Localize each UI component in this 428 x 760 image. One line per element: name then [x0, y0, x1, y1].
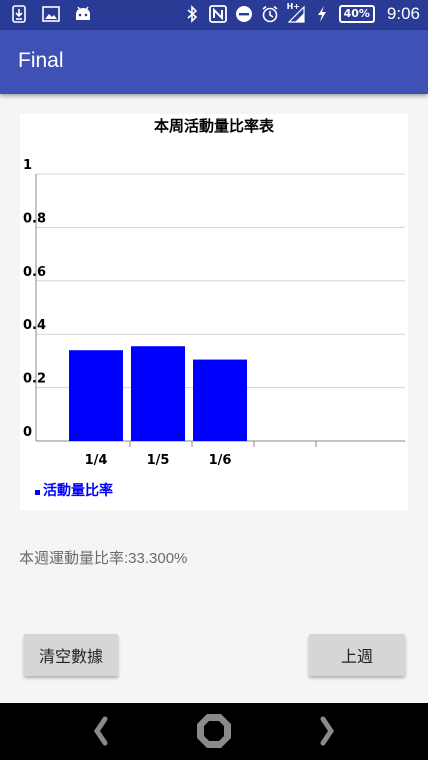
charging-icon — [313, 5, 331, 23]
clear-data-button[interactable]: 清空數據 — [24, 634, 118, 676]
x-tick-label: 1/6 — [209, 453, 232, 468]
chart-title: 本周活動量比率表 — [154, 117, 275, 135]
bar-1/6 — [193, 359, 247, 441]
x-tick-label: 1/4 — [85, 453, 108, 468]
legend-label: 活動量比率 — [43, 483, 113, 499]
y-tick-label: 0.8 — [23, 211, 46, 226]
bluetooth-icon — [183, 5, 201, 23]
do-not-disturb-icon — [235, 5, 253, 23]
y-tick-label: 1 — [23, 158, 32, 173]
home-icon[interactable] — [194, 711, 234, 751]
y-tick-label: 0 — [23, 425, 32, 440]
app-title: Final — [18, 49, 64, 72]
download-icon — [10, 5, 28, 23]
bar-1/5 — [131, 346, 185, 441]
network-type-label: H+ — [286, 2, 300, 11]
signal-icon: H+ — [286, 2, 305, 23]
x-tick-label: 1/5 — [147, 453, 170, 468]
y-tick-label: 0.6 — [23, 265, 46, 280]
bar-chart: 本周活動量比率表 0 0.2 0.4 0.6 0.8 1 1/4 1/5 1/6 — [23, 117, 405, 468]
status-bar: H+ 40% 9:06 — [0, 0, 428, 30]
back-icon[interactable] — [86, 716, 116, 746]
chart-panel: 本周活動量比率表 0 0.2 0.4 0.6 0.8 1 1/4 1/5 1/6 活動量比率 — [20, 114, 408, 510]
chart-legend: 活動量比率 — [35, 480, 113, 500]
y-tick-label: 0.2 — [23, 372, 46, 387]
y-tick-label: 0.4 — [23, 318, 46, 333]
nfc-icon — [208, 5, 227, 23]
status-time: 9:06 — [386, 4, 420, 23]
legend-swatch — [35, 489, 40, 495]
android-icon — [74, 5, 92, 23]
bar-1/4 — [69, 350, 123, 441]
image-icon — [42, 5, 60, 23]
previous-week-button[interactable]: 上週 — [309, 634, 405, 676]
alarm-icon — [261, 5, 279, 23]
battery-indicator: 40% — [338, 5, 375, 23]
weekly-ratio-summary: 本週運動量比率:33.300% — [19, 550, 188, 567]
app-bar: Final — [0, 30, 428, 94]
forward-icon[interactable] — [312, 716, 342, 746]
navigation-bar — [0, 703, 428, 760]
